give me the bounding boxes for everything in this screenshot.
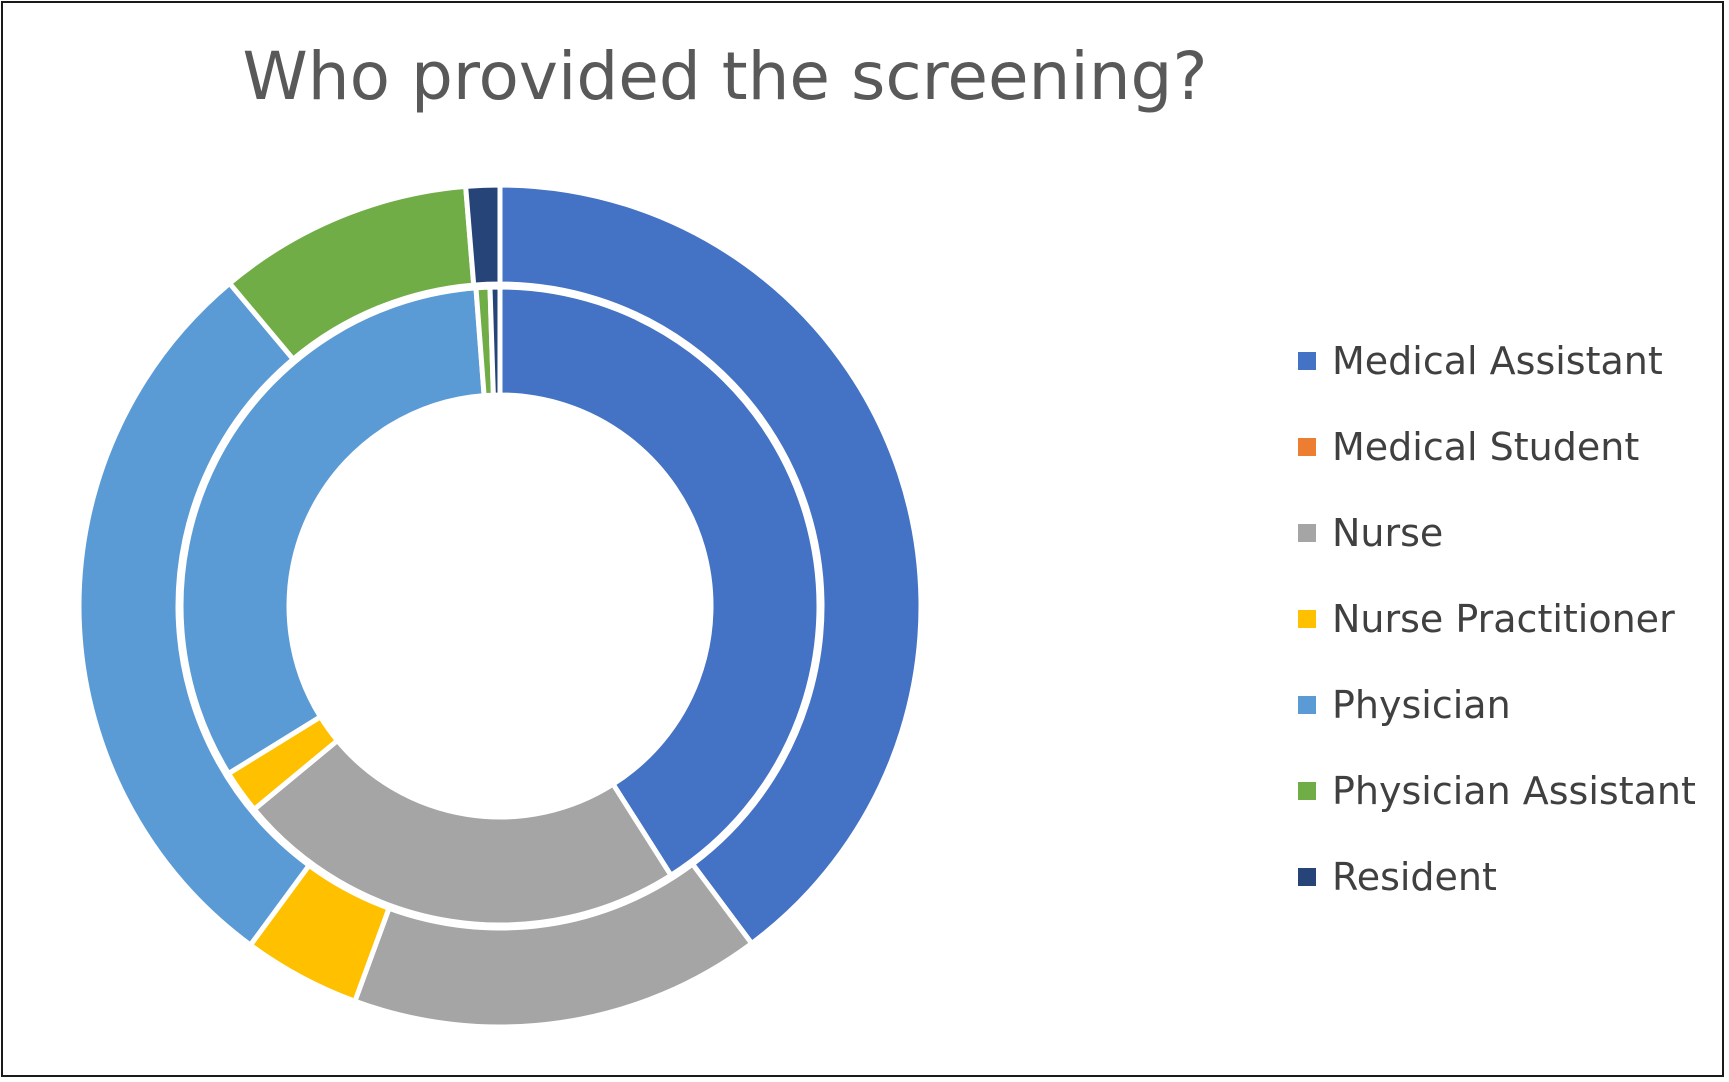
legend-item-physician: Physician [1298, 662, 1696, 748]
legend-item-nurse: Nurse [1298, 490, 1696, 576]
legend-item-medical-assistant: Medical Assistant [1298, 318, 1696, 404]
legend-item-resident: Resident [1298, 834, 1696, 920]
inner-ring-slice-nurse [250, 736, 675, 928]
legend-label-medical-student: Medical Student [1332, 425, 1640, 469]
inner-ring-slice-physician [178, 285, 487, 777]
legend-item-physician-assistant: Physician Assistant [1298, 748, 1696, 834]
legend-label-resident: Resident [1332, 855, 1497, 899]
legend-swatch-physician-assistant [1298, 782, 1316, 800]
legend-swatch-physician [1298, 696, 1316, 714]
legend-swatch-resident [1298, 868, 1316, 886]
outer-ring-slice-physician [76, 279, 313, 949]
inner-ring-slice-resident [487, 284, 503, 398]
inner-ring-slice-medical-assistant [497, 284, 822, 879]
legend-label-physician-assistant: Physician Assistant [1332, 769, 1696, 813]
legend-label-physician: Physician [1332, 683, 1511, 727]
legend-item-nurse-practitioner: Nurse Practitioner [1298, 576, 1696, 662]
legend-swatch-medical-assistant [1298, 352, 1316, 370]
legend-swatch-nurse-practitioner [1298, 610, 1316, 628]
legend-swatch-nurse [1298, 524, 1316, 542]
legend-label-medical-assistant: Medical Assistant [1332, 339, 1663, 383]
legend-swatch-medical-student [1298, 438, 1316, 456]
legend-label-nurse: Nurse [1332, 511, 1444, 555]
outer-ring-slice-resident [462, 182, 503, 288]
chart-title: Who provided the screening? [242, 38, 1208, 115]
legend: Medical Assistant Medical Student Nurse Nur… [1298, 318, 1696, 920]
legend-item-medical-student: Medical Student [1298, 404, 1696, 490]
outer-ring-slice-medical-assistant [497, 182, 924, 947]
legend-label-nurse-practitioner: Nurse Practitioner [1332, 597, 1675, 641]
